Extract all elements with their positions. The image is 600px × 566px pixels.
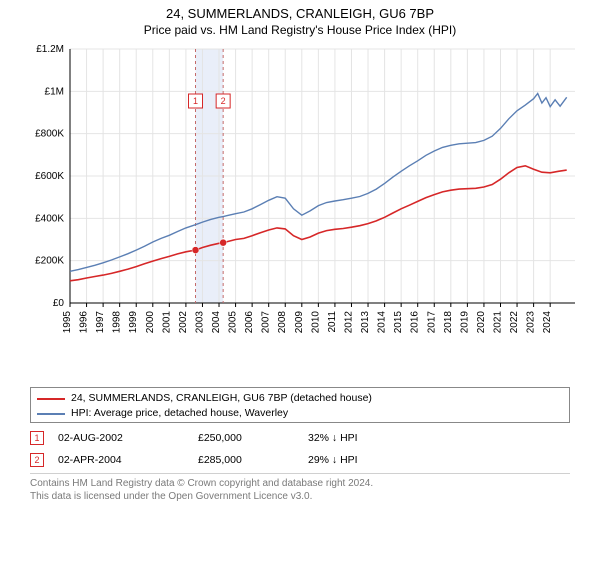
svg-text:2023: 2023 [526,311,537,334]
sale-price: £250,000 [198,432,308,444]
legend: 24, SUMMERLANDS, CRANLEIGH, GU6 7BP (det… [30,387,570,423]
chart-subtitle: Price paid vs. HM Land Registry's House … [0,23,600,37]
sale-marker: 2 [30,453,44,467]
svg-text:2011: 2011 [327,311,338,333]
svg-text:2005: 2005 [228,311,239,334]
svg-text:2017: 2017 [426,311,437,334]
svg-text:2021: 2021 [492,311,503,334]
footer-line-2: This data is licensed under the Open Gov… [30,490,570,503]
chart-container: £0 £200K £400K £600K £800K £1M £1.2M 1995 1996 19… [20,41,580,381]
svg-text:2018: 2018 [443,311,454,334]
legend-swatch [37,398,65,400]
svg-text:2007: 2007 [261,311,272,334]
svg-text:1997: 1997 [95,311,106,334]
chart-title: 24, SUMMERLANDS, CRANLEIGH, GU6 7BP [0,6,600,21]
svg-text:£200K: £200K [35,256,64,267]
svg-text:2019: 2019 [459,311,470,334]
svg-text:£800K: £800K [35,129,64,140]
line-chart: £0 £200K £400K £600K £800K £1M £1.2M 1995 1996 19… [20,41,580,381]
svg-text:2009: 2009 [294,311,305,334]
sale-date: 02-AUG-2002 [58,432,198,444]
sale-delta: 32% ↓ HPI [308,432,408,444]
footer-line-1: Contains HM Land Registry data © Crown c… [30,477,570,490]
sale-delta: 29% ↓ HPI [308,454,408,466]
svg-text:2016: 2016 [410,311,421,334]
footer: Contains HM Land Registry data © Crown c… [30,473,570,503]
svg-text:1: 1 [193,96,198,106]
svg-text:£0: £0 [53,298,65,309]
svg-text:2004: 2004 [211,311,222,334]
svg-text:2012: 2012 [343,311,354,334]
svg-text:2001: 2001 [161,311,172,334]
svg-text:2: 2 [221,96,226,106]
svg-text:2013: 2013 [360,311,371,334]
legend-item: HPI: Average price, detached house, Wave… [37,406,563,421]
legend-swatch [37,413,65,415]
svg-text:£400K: £400K [35,213,64,224]
svg-text:£1M: £1M [45,86,64,97]
svg-text:2015: 2015 [393,311,404,334]
svg-text:2006: 2006 [244,311,255,334]
svg-text:2014: 2014 [377,311,388,334]
svg-text:2022: 2022 [509,311,520,334]
svg-text:1998: 1998 [112,311,123,334]
svg-text:2003: 2003 [194,311,205,334]
sale-price: £285,000 [198,454,308,466]
svg-text:2008: 2008 [277,311,288,334]
svg-text:£1.2M: £1.2M [36,44,64,55]
svg-text:1999: 1999 [128,311,139,334]
svg-text:£600K: £600K [35,171,64,182]
svg-text:2024: 2024 [542,311,553,334]
sales-table: 1 02-AUG-2002£250,00032% ↓ HPI 2 02-APR-200… [30,427,570,471]
svg-text:2002: 2002 [178,311,189,334]
sale-date: 02-APR-2004 [58,454,198,466]
svg-text:2000: 2000 [145,311,156,334]
legend-item: 24, SUMMERLANDS, CRANLEIGH, GU6 7BP (det… [37,391,563,406]
svg-text:2020: 2020 [476,311,487,334]
svg-text:2010: 2010 [310,311,321,334]
svg-text:1995: 1995 [62,311,73,334]
legend-label: HPI: Average price, detached house, Wave… [71,406,288,421]
sale-marker: 1 [30,431,44,445]
legend-label: 24, SUMMERLANDS, CRANLEIGH, GU6 7BP (det… [71,391,372,406]
sale-row: 1 02-AUG-2002£250,00032% ↓ HPI [30,427,570,449]
sale-row: 2 02-APR-2004£285,00029% ↓ HPI [30,449,570,471]
svg-text:1996: 1996 [79,311,90,334]
